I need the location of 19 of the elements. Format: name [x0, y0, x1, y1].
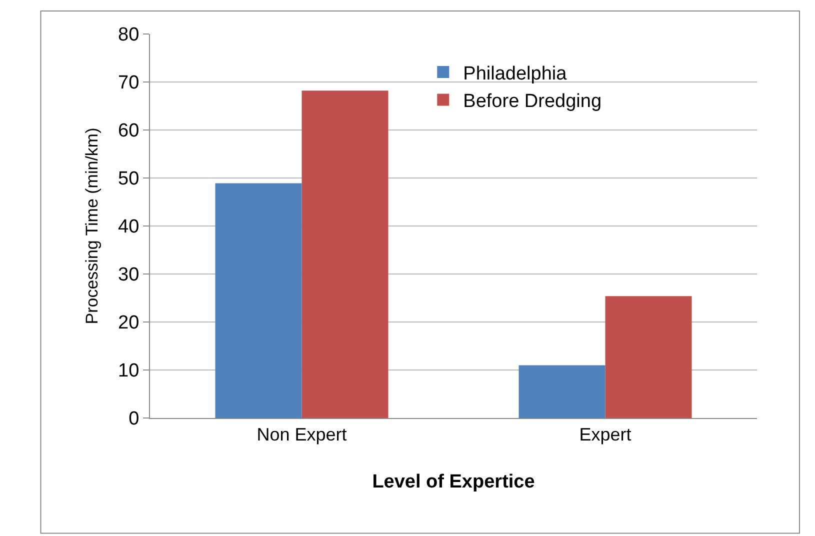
bar — [215, 183, 302, 418]
y-tick-label: 30 — [118, 264, 140, 286]
y-tick-label: 80 — [118, 24, 140, 46]
bar — [302, 90, 388, 418]
y-tick-label: 50 — [118, 168, 140, 190]
y-tick-label: 70 — [118, 72, 140, 94]
y-tick-label: 10 — [118, 360, 140, 382]
y-tick-label: 0 — [128, 408, 140, 430]
legend-label: Philadelphia — [463, 63, 568, 84]
y-tick-label: 20 — [118, 312, 140, 334]
x-tick-label: Expert — [579, 424, 632, 445]
y-axis-title: Processing Time (min/km) — [82, 128, 102, 324]
x-axis-title: Level of Expertice — [372, 471, 535, 492]
bar — [605, 296, 692, 418]
y-tick-label: 60 — [118, 120, 140, 142]
x-tick-label: Non Expert — [256, 424, 347, 445]
bar — [518, 365, 606, 418]
y-tick-label: 40 — [118, 216, 140, 238]
legend-label: Before Dredging — [463, 91, 602, 112]
